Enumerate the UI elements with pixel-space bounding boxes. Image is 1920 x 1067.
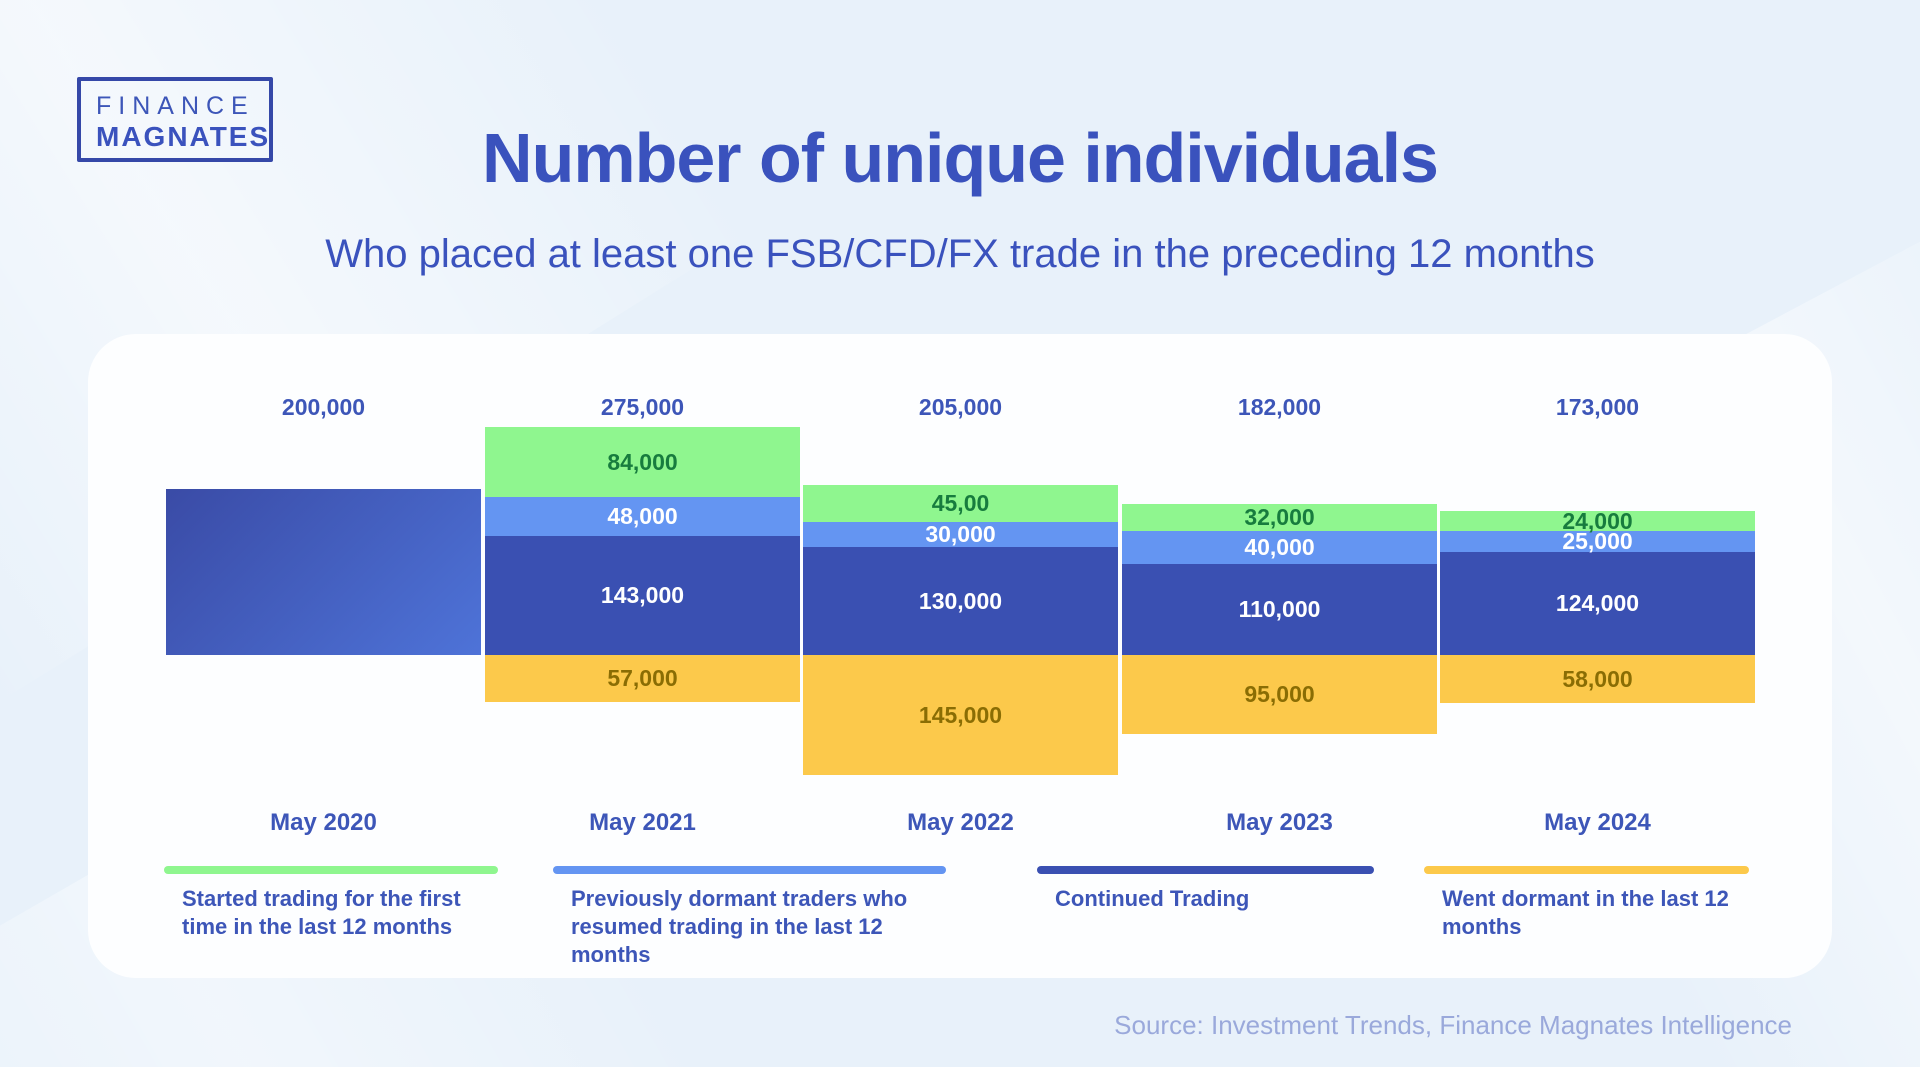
x-axis-label-may-2022-label: May 2022 [907,809,1014,836]
x-axis-label-may-2022: May 2022 [803,808,1118,838]
legend-label-new: Started trading for the first time in th… [182,886,461,939]
x-axis-label-may-2023: May 2023 [1122,808,1437,838]
bar-continued-4: 124,000 [1440,552,1755,655]
bar-continued-2-label: 130,000 [918,587,1003,614]
bar-dormant-2: 145,000 [803,655,1118,775]
total-may-2023-label: 182,000 [1237,394,1322,420]
legend-item-new: Started trading for the first time in th… [164,866,498,941]
legend-swatch-new [164,866,498,874]
total-may-2021: 275,000 [485,392,800,422]
legend-swatch-continued [1037,866,1374,874]
bar-new-3-label: 32,000 [1244,504,1315,530]
bar-continued-3: 110,000 [1122,564,1437,655]
x-axis-label-may-2024-label: May 2024 [1544,809,1651,836]
page-subtitle: Who placed at least one FSB/CFD/FX trade… [325,232,1595,276]
bar-new-4: 24,000 [1440,508,1755,534]
bar-dormant-3: 95,000 [1122,655,1437,734]
bar-dormant-4: 58,000 [1440,655,1755,703]
chart-card: 200,000 May 2020 275,000 May 2021 143,000 48,… [88,334,1832,978]
bar-resumed-2: 30,000 [803,521,1118,547]
bar-resumed-2-label: 30,000 [925,521,996,547]
bar-continued-2: 130,000 [803,547,1118,655]
legend-item-continued: Continued Trading [1037,866,1374,913]
total-may-2024: 173,000 [1440,392,1755,422]
bar-resumed-1-label: 48,000 [607,502,678,529]
logo-line-magnates: MAGNATES [96,121,271,152]
source-text: Source: Investment Trends, Finance Magna… [1114,1010,1792,1040]
bar-dormant-2-label: 145,000 [918,701,1003,728]
bar-continued-1: 143,000 [485,536,800,655]
bar-new-4-label: 24,000 [1562,507,1633,534]
x-axis-label-may-2021: May 2021 [485,808,800,838]
x-axis-label-may-2021-label: May 2021 [589,809,696,836]
bar-continued-1-label: 143,000 [600,582,685,608]
bar-resumed-1: 48,000 [485,496,800,536]
total-may-2024-label: 173,000 [1555,394,1640,420]
bar-new-1: 84,000 [485,427,800,497]
bar-continued-3-label: 110,000 [1238,596,1321,622]
x-axis-label-may-2020-label: May 2020 [270,809,377,836]
x-axis-label-may-2024: May 2024 [1440,808,1755,838]
bar-dormant-1-label: 57,000 [607,665,678,691]
finance-magnates-logo: FINANCE MAGNATES [77,77,273,162]
bar-resumed-3: 40,000 [1122,531,1437,564]
total-may-2022-label: 205,000 [918,394,1003,420]
bar-dormant-4-label: 58,000 [1562,665,1633,692]
bar-continued-may-2020 [166,489,481,655]
legend-label-dormant: Went dormant in the last 12 months [1442,886,1729,939]
total-may-2022: 205,000 [803,392,1118,422]
page-title: Number of unique individuals [482,119,1439,197]
chart-area: 200,000 May 2020 275,000 May 2021 143,000 48,… [88,334,1832,978]
logo-line-finance: FINANCE [96,92,255,120]
bar-new-2: 45,00 [803,485,1118,522]
bar-dormant-1: 57,000 [485,655,800,702]
legend-label-continued: Continued Trading [1055,886,1250,911]
bar-continued-4-label: 124,000 [1555,590,1640,616]
total-may-2023: 182,000 [1122,392,1437,422]
legend-label-resumed: Previously dormant traders who resumed t… [571,886,908,967]
bar-resumed-3-label: 40,000 [1244,534,1315,560]
bar-new-2-label: 45,00 [931,490,990,516]
bar-new-3: 32,000 [1122,504,1437,531]
bar-new-1-label: 84,000 [607,448,678,475]
total-may-2020-label: 200,000 [281,394,366,420]
legend-swatch-dormant [1424,866,1749,874]
legend-item-resumed: Previously dormant traders who resumed t… [553,866,946,969]
legend-item-dormant: Went dormant in the last 12 months [1424,866,1749,941]
legend-swatch-resumed [553,866,946,874]
total-may-2020: 200,000 [166,392,481,422]
bar-dormant-3-label: 95,000 [1244,681,1315,707]
x-axis-label-may-2023-label: May 2023 [1226,809,1333,836]
bar-resumed-4: 25,000 [1440,528,1755,554]
x-axis-label-may-2020: May 2020 [166,808,481,838]
total-may-2021-label: 275,000 [600,394,685,420]
